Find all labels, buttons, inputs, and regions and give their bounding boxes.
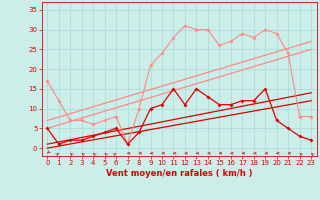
X-axis label: Vent moyen/en rafales ( km/h ): Vent moyen/en rafales ( km/h ) — [106, 169, 252, 178]
